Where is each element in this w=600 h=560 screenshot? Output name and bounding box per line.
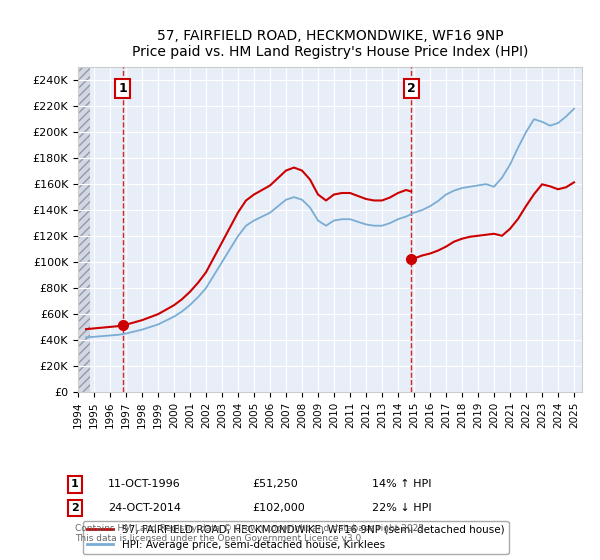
Text: £51,250: £51,250 xyxy=(252,479,298,489)
Title: 57, FAIRFIELD ROAD, HECKMONDWIKE, WF16 9NP
Price paid vs. HM Land Registry's Hou: 57, FAIRFIELD ROAD, HECKMONDWIKE, WF16 9… xyxy=(132,29,528,59)
Bar xyxy=(78,67,90,392)
Text: 2: 2 xyxy=(407,82,415,95)
Text: 2: 2 xyxy=(71,503,79,513)
Text: 24-OCT-2014: 24-OCT-2014 xyxy=(108,503,181,513)
Text: 1: 1 xyxy=(118,82,127,95)
Text: 1: 1 xyxy=(71,479,79,489)
Text: £102,000: £102,000 xyxy=(252,503,305,513)
Text: Contains HM Land Registry data © Crown copyright and database right 2025.
This d: Contains HM Land Registry data © Crown c… xyxy=(75,524,427,543)
Legend: 57, FAIRFIELD ROAD, HECKMONDWIKE, WF16 9NP (semi-detached house), HPI: Average p: 57, FAIRFIELD ROAD, HECKMONDWIKE, WF16 9… xyxy=(83,521,509,554)
Text: 11-OCT-1996: 11-OCT-1996 xyxy=(108,479,181,489)
Text: 22% ↓ HPI: 22% ↓ HPI xyxy=(372,503,431,513)
Text: 14% ↑ HPI: 14% ↑ HPI xyxy=(372,479,431,489)
